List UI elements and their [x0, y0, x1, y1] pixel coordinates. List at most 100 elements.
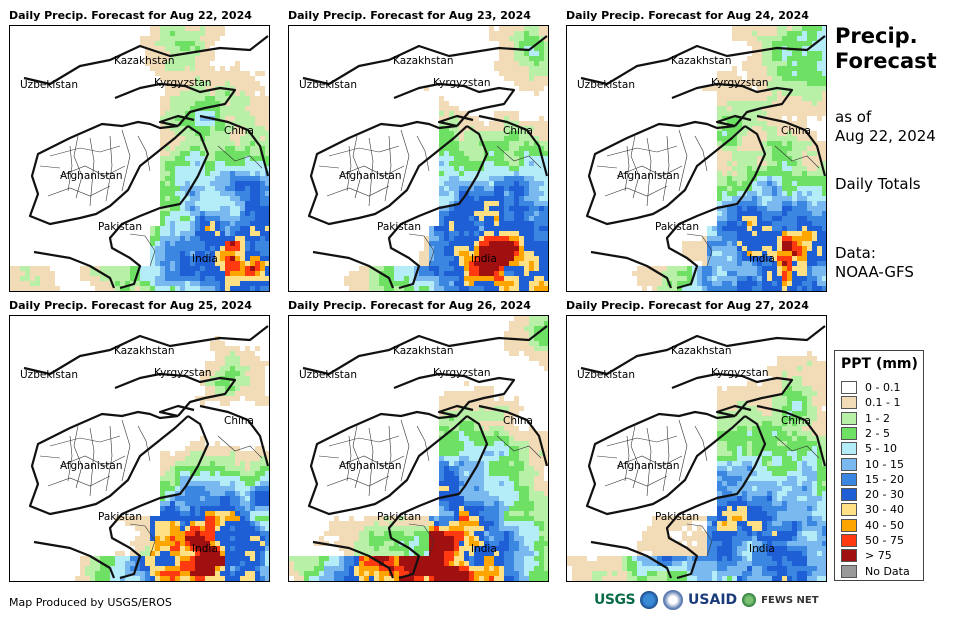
precip-map: Kazakhstan Uzbekistan Kyrgyzstan China Afgha… [566, 315, 827, 582]
country-border [33, 540, 116, 579]
province-border [368, 137, 374, 207]
daily-totals-text: Daily Totals [835, 175, 921, 193]
country-border [756, 114, 826, 177]
legend-swatch [841, 457, 857, 471]
legend-item: 5 - 10 [841, 441, 897, 456]
legend-label: 10 - 15 [865, 457, 904, 471]
country-label-uzbekistan: Uzbekistan [577, 369, 635, 381]
legend-item: 20 - 30 [841, 487, 904, 502]
country-label-kazakhstan: Kazakhstan [671, 55, 732, 67]
country-label-india: India [749, 253, 775, 265]
province-border [328, 145, 400, 157]
legend-label: 20 - 30 [865, 488, 904, 502]
province-border [408, 523, 435, 557]
panel-title: Daily Precip. Forecast for Aug 22, 2024 [9, 9, 252, 22]
country-label-kazakhstan: Kazakhstan [114, 345, 175, 357]
legend-label: 15 - 20 [865, 472, 904, 486]
province-border [630, 425, 640, 489]
country-label-pakistan: Pakistan [98, 511, 142, 523]
province-border [338, 455, 405, 467]
precip-map: Kazakhstan Uzbekistan Kyrgyzstan China Afgha… [288, 25, 549, 292]
country-label-kyrgyzstan: Kyrgyzstan [711, 77, 769, 89]
usgs-logo: USGS [594, 592, 636, 608]
nasa-seal-icon [663, 590, 684, 610]
legend-label: 0 - 0.1 [865, 381, 901, 394]
country-label-kyrgyzstan: Kyrgyzstan [433, 367, 491, 379]
as-of-block: as of Aug 22, 2024 [835, 108, 936, 146]
province-border [326, 475, 390, 487]
legend-swatch [841, 488, 857, 502]
province-border [678, 129, 688, 192]
country-border [580, 35, 826, 86]
province-border [39, 455, 61, 459]
country-border [312, 250, 395, 289]
province-border [596, 165, 618, 169]
province-border [217, 145, 263, 169]
country-label-india: India [192, 543, 218, 555]
province-border [49, 435, 121, 447]
country-label-china: China [224, 125, 254, 137]
province-border [217, 435, 263, 459]
as-of-line1: as of [835, 108, 872, 126]
legend-swatch [841, 472, 857, 486]
province-border [89, 427, 95, 497]
side-title: Precip. Forecast [835, 24, 937, 74]
country-border [114, 82, 237, 127]
country-border [114, 372, 237, 417]
panel-title: Daily Precip. Forecast for Aug 26, 2024 [288, 299, 531, 312]
country-border [23, 35, 269, 86]
country-border [158, 404, 195, 418]
province-border [39, 165, 61, 169]
country-label-kyrgyzstan: Kyrgyzstan [154, 77, 212, 89]
country-border [671, 82, 794, 127]
legend-swatch [841, 381, 857, 394]
country-border [715, 404, 752, 418]
country-label-pakistan: Pakistan [655, 511, 699, 523]
legend-item: 0 - 0.1 [841, 380, 900, 395]
country-label-pakistan: Pakistan [655, 221, 699, 233]
province-border [604, 185, 668, 197]
country-label-uzbekistan: Uzbekistan [577, 79, 635, 91]
country-border [199, 114, 269, 177]
precip-map: Kazakhstan Uzbekistan Kyrgyzstan China Afgha… [9, 315, 270, 582]
province-border [774, 145, 820, 169]
country-label-india: India [471, 253, 497, 265]
country-border [312, 540, 395, 579]
province-border [352, 425, 362, 489]
country-label-china: China [503, 125, 533, 137]
province-border [105, 135, 113, 202]
country-border [302, 325, 548, 376]
legend-swatch [841, 503, 857, 517]
country-border [302, 35, 548, 86]
country-label-china: China [503, 415, 533, 427]
country-border [715, 114, 752, 128]
country-border [437, 114, 474, 128]
country-label-kazakhstan: Kazakhstan [393, 55, 454, 67]
panel-title: Daily Precip. Forecast for Aug 23, 2024 [288, 9, 531, 22]
province-border [694, 135, 708, 172]
province-border [105, 425, 113, 492]
country-label-uzbekistan: Uzbekistan [20, 369, 78, 381]
country-border [580, 325, 826, 376]
legend-item: 15 - 20 [841, 472, 904, 487]
legend-swatch [841, 518, 857, 532]
country-label-afghanistan: Afghanistan [617, 170, 680, 182]
country-label-afghanistan: Afghanistan [339, 460, 402, 472]
province-border [624, 435, 630, 482]
legend-label: 50 - 75 [865, 534, 904, 547]
province-border [121, 129, 131, 192]
legend-label: > 75 [865, 549, 892, 563]
legend-swatch [841, 549, 857, 563]
province-border [686, 523, 713, 557]
province-border [606, 435, 678, 447]
province-border [400, 129, 410, 192]
country-border [387, 415, 489, 580]
logos: USGS USAID FEWS NET [594, 590, 819, 610]
legend-label: 40 - 50 [865, 518, 904, 532]
province-border [129, 523, 156, 557]
country-label-china: China [781, 125, 811, 137]
fews-net-logo: FEWS NET [761, 594, 819, 606]
province-border [73, 135, 83, 199]
province-border [416, 425, 430, 462]
data-source-block: Data: NOAA-GFS [835, 244, 914, 282]
